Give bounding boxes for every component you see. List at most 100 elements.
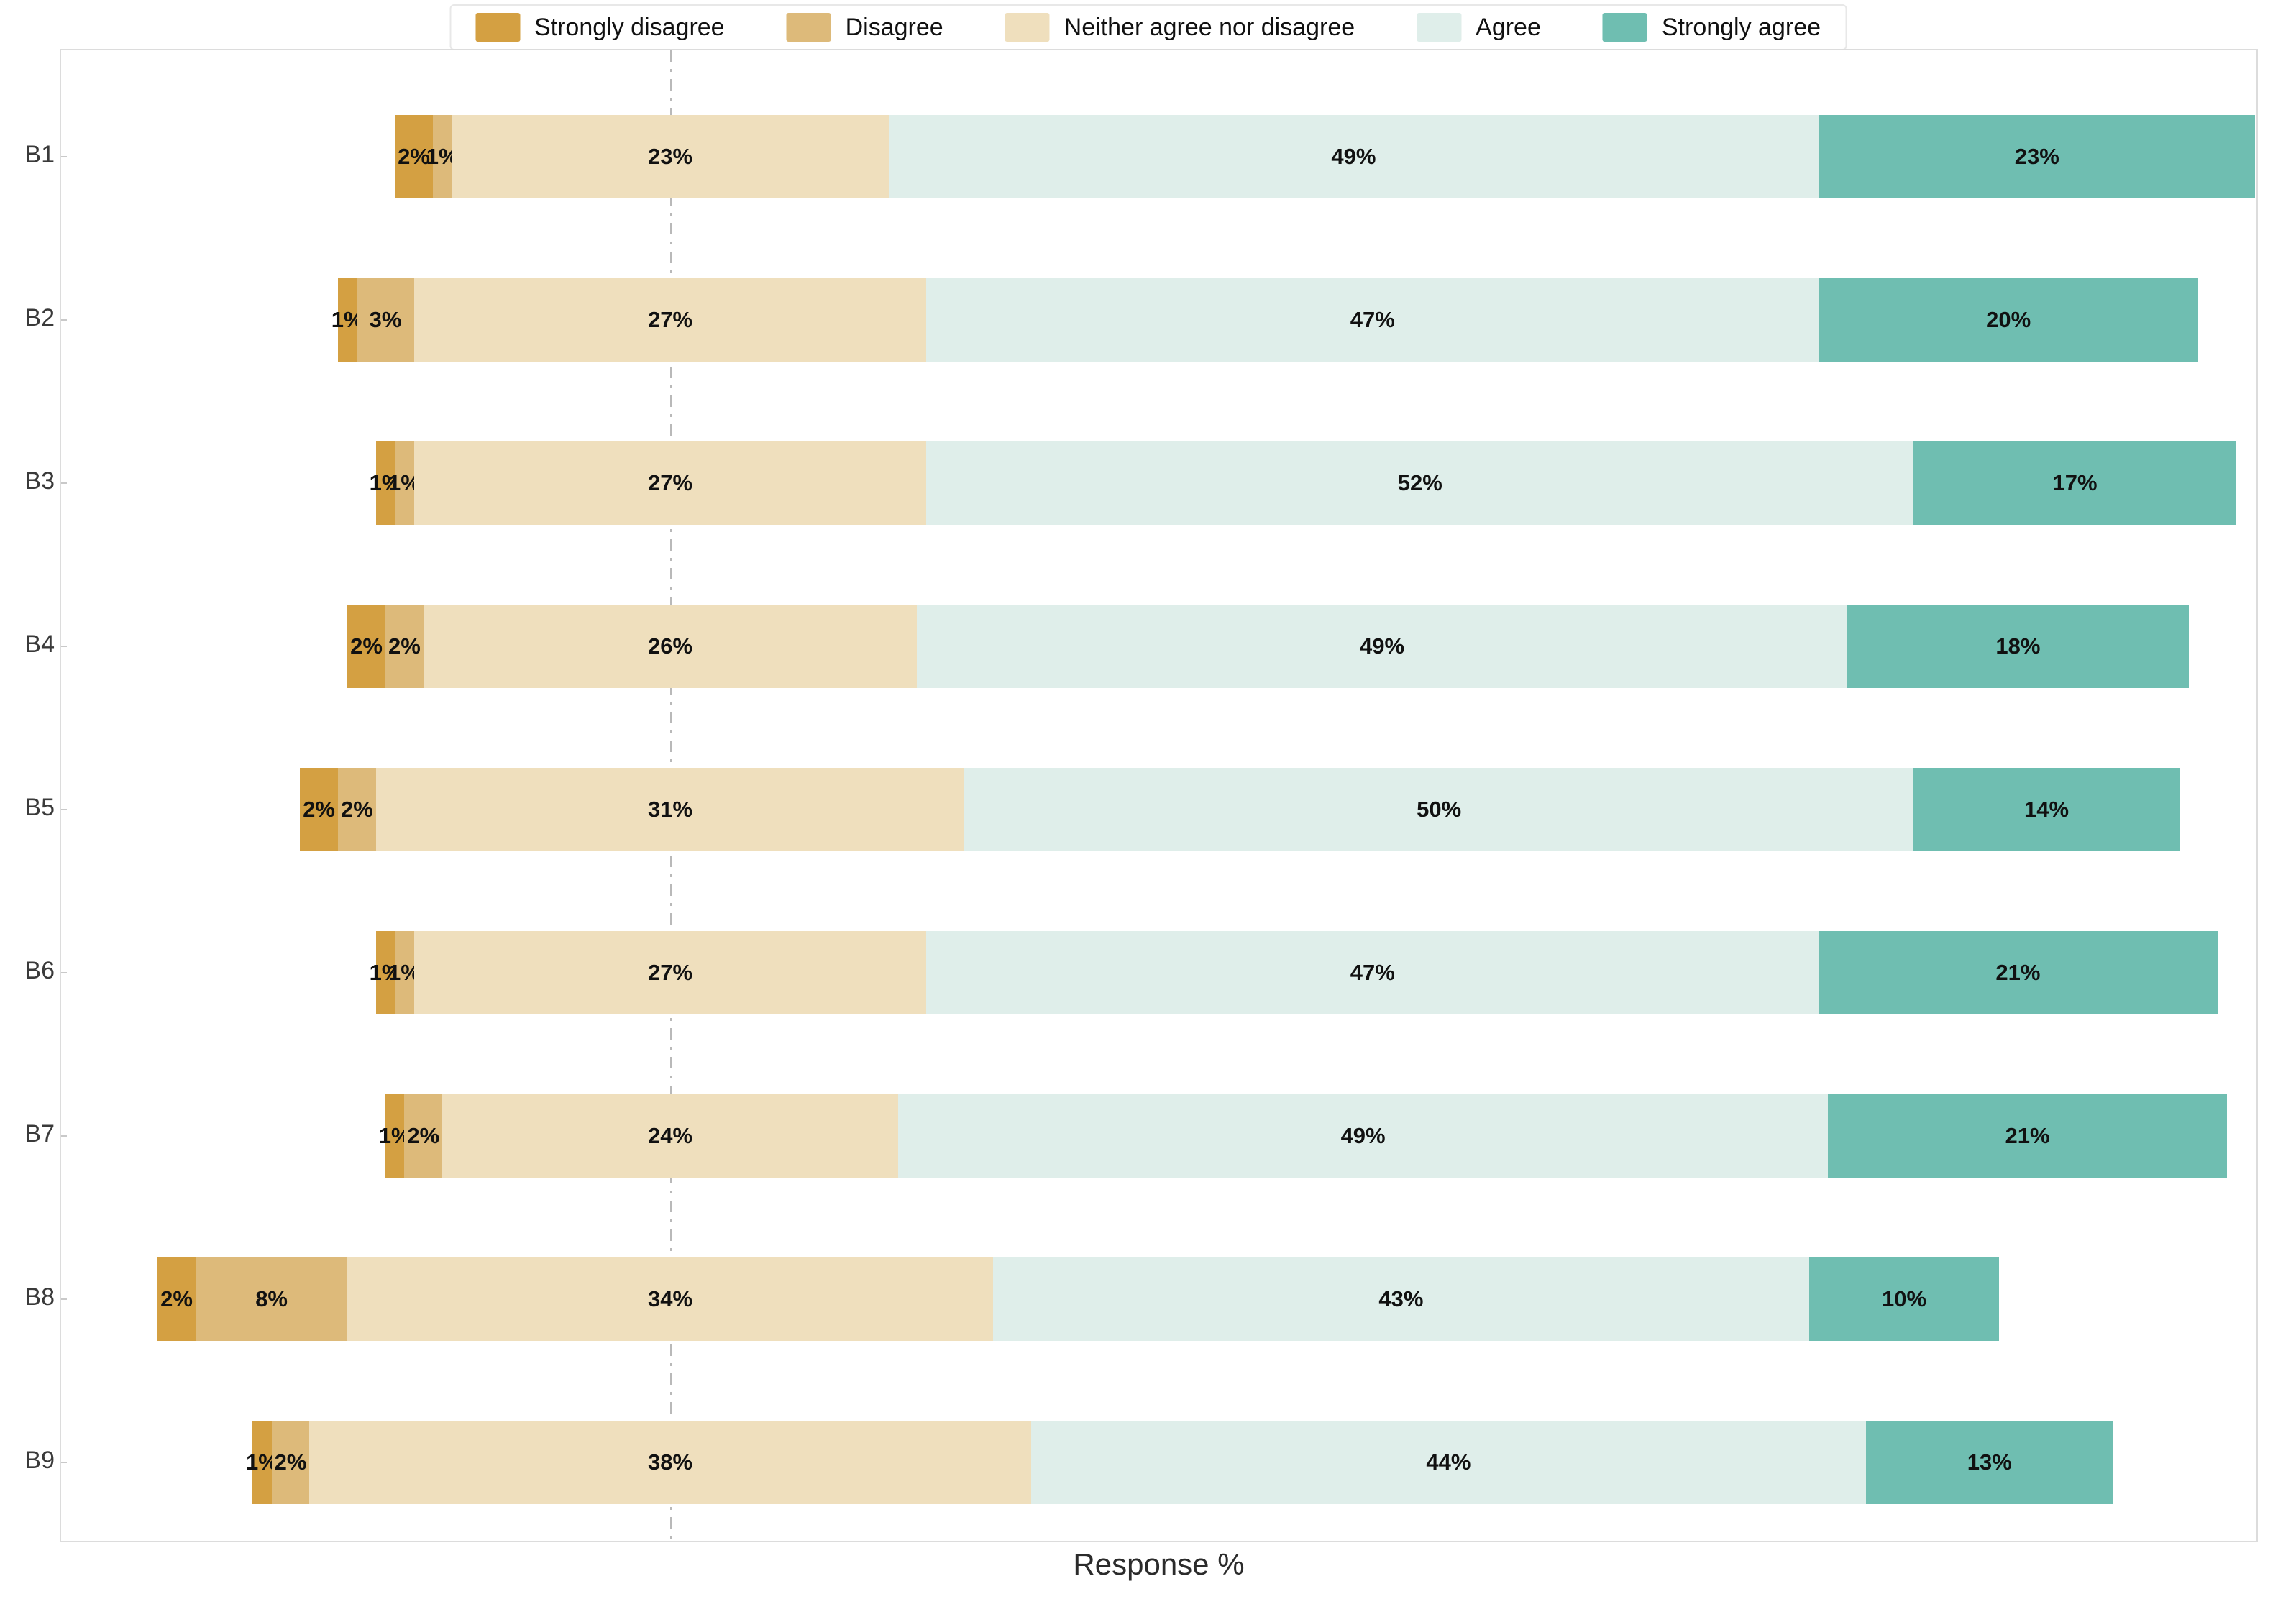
bar-value-label: 20% xyxy=(1986,307,2031,332)
bar-segment-B7-agree: 49% xyxy=(897,1094,1829,1178)
bar-value-label: 26% xyxy=(647,633,693,659)
x-axis-label: Response % xyxy=(1073,1547,1245,1581)
y-axis-tick xyxy=(61,972,67,973)
bar-value-label: 2% xyxy=(274,1449,307,1475)
bar-segment-B7-disagree: 2% xyxy=(404,1094,443,1178)
bar-segment-B6-disagree: 1% xyxy=(388,931,421,1014)
bar-segment-B8-strongly-agree: 10% xyxy=(1809,1257,1999,1341)
bar-value-label: 2% xyxy=(388,633,421,659)
bar-segment-B7-neither-agree-nor-disagree: 24% xyxy=(442,1094,898,1178)
bar-segment-B7-strongly-agree: 21% xyxy=(1828,1094,2227,1178)
bar-value-label: 27% xyxy=(647,470,693,495)
bar-segment-B8-neither-agree-nor-disagree: 34% xyxy=(347,1257,993,1341)
legend-label: Neither agree nor disagree xyxy=(1064,13,1355,41)
bar-segment-B9-strongly-disagree: 1% xyxy=(246,1421,278,1504)
bar-value-label: 31% xyxy=(647,797,693,822)
legend-item: Strongly agree xyxy=(1602,13,1821,42)
legend-label: Agree xyxy=(1476,13,1541,41)
legend-swatch-icon xyxy=(1005,13,1050,42)
bar-value-label: 23% xyxy=(2014,144,2059,169)
bar-segment-B2-strongly-disagree: 1% xyxy=(331,278,364,362)
bar-value-label: 49% xyxy=(1331,144,1376,169)
bar-value-label: 2% xyxy=(303,797,335,822)
y-axis-tick xyxy=(61,319,67,321)
bar-value-label: 2% xyxy=(407,1123,440,1148)
bar-value-label: 52% xyxy=(1397,470,1442,495)
bar-value-label: 2% xyxy=(398,144,430,169)
bar-value-label: 17% xyxy=(2052,470,2098,495)
legend-swatch-icon xyxy=(475,13,520,42)
bar-value-label: 21% xyxy=(1995,960,2041,985)
bar-segment-B5-strongly-agree: 14% xyxy=(1913,768,2180,851)
bar-segment-B1-disagree: 1% xyxy=(426,115,459,198)
bar-segment-B4-strongly-agree: 18% xyxy=(1847,605,2189,688)
bar-value-label: 13% xyxy=(1967,1449,2012,1475)
bar-value-label: 34% xyxy=(647,1286,693,1311)
bar-segment-B6-neither-agree-nor-disagree: 27% xyxy=(413,931,927,1014)
bar-segment-B5-strongly-disagree: 2% xyxy=(300,768,338,851)
bar-segment-B9-disagree: 2% xyxy=(271,1421,310,1504)
bar-segment-B8-agree: 43% xyxy=(992,1257,1809,1341)
y-axis-tick xyxy=(61,1462,67,1463)
bar-segment-B3-strongly-agree: 17% xyxy=(1913,441,2236,525)
bar-segment-B5-disagree: 2% xyxy=(338,768,376,851)
bar-value-label: 44% xyxy=(1426,1449,1471,1475)
bar-segment-B3-disagree: 1% xyxy=(388,441,421,525)
bar-segment-B4-agree: 49% xyxy=(917,605,1847,688)
y-axis-label: B1 xyxy=(24,141,55,168)
y-axis-tick xyxy=(61,646,67,647)
y-axis-label: B8 xyxy=(24,1283,55,1311)
y-axis-label: B3 xyxy=(24,467,55,495)
bar-segment-B8-strongly-disagree: 2% xyxy=(157,1257,196,1341)
bar-value-label: 50% xyxy=(1417,797,1462,822)
y-axis-label: B5 xyxy=(24,794,55,821)
bar-value-label: 2% xyxy=(350,633,383,659)
plot-area: 2% 1% 23% 49% 23% 1% 3% 27% 47% 20% 1% 1% 27% 52% 17% 2… xyxy=(60,49,2258,1542)
legend-label: Strongly agree xyxy=(1661,13,1821,41)
bar-segment-B9-strongly-agree: 13% xyxy=(1866,1421,2113,1504)
bar-value-label: 2% xyxy=(160,1286,193,1311)
y-axis-label: B4 xyxy=(24,631,55,658)
bar-segment-B1-neither-agree-nor-disagree: 23% xyxy=(452,115,889,198)
bar-segment-B6-agree: 47% xyxy=(926,931,1819,1014)
bar-value-label: 47% xyxy=(1350,307,1395,332)
legend-swatch-icon xyxy=(1417,13,1462,42)
y-axis-label: B6 xyxy=(24,957,55,984)
y-axis-label: B7 xyxy=(24,1120,55,1147)
bar-segment-B4-strongly-disagree: 2% xyxy=(347,605,385,688)
bar-value-label: 2% xyxy=(340,797,373,822)
y-axis-label: B2 xyxy=(24,304,55,331)
bar-value-label: 10% xyxy=(1881,1286,1927,1311)
bar-value-label: 23% xyxy=(647,144,693,169)
bar-segment-B2-disagree: 3% xyxy=(357,278,414,362)
bar-value-label: 38% xyxy=(647,1449,693,1475)
legend-item: Disagree xyxy=(786,13,943,42)
bar-segment-B9-agree: 44% xyxy=(1030,1421,1867,1504)
bar-value-label: 18% xyxy=(1995,633,2041,659)
legend: Strongly disagree Disagree Neither agree n… xyxy=(449,4,1847,50)
y-axis-tick xyxy=(61,482,67,484)
legend-item: Agree xyxy=(1417,13,1541,42)
bar-segment-B5-neither-agree-nor-disagree: 31% xyxy=(375,768,965,851)
bar-value-label: 14% xyxy=(2023,797,2069,822)
bar-segment-B5-agree: 50% xyxy=(964,768,1914,851)
bar-segment-B2-strongly-agree: 20% xyxy=(1819,278,2199,362)
bar-segment-B1-agree: 49% xyxy=(888,115,1819,198)
bar-segment-B6-strongly-agree: 21% xyxy=(1819,931,2218,1014)
legend-label: Disagree xyxy=(845,13,943,41)
bar-segment-B3-neither-agree-nor-disagree: 27% xyxy=(413,441,927,525)
bar-segment-B2-agree: 47% xyxy=(926,278,1819,362)
bar-segment-B2-neither-agree-nor-disagree: 27% xyxy=(413,278,927,362)
bar-value-label: 27% xyxy=(647,307,693,332)
bar-segment-B4-neither-agree-nor-disagree: 26% xyxy=(423,605,918,688)
bar-segment-B4-disagree: 2% xyxy=(385,605,424,688)
legend-item: Neither agree nor disagree xyxy=(1005,13,1355,42)
y-axis-label: B9 xyxy=(24,1447,55,1474)
bar-value-label: 43% xyxy=(1378,1286,1424,1311)
y-axis-tick xyxy=(61,1298,67,1300)
bar-segment-B1-strongly-agree: 23% xyxy=(1819,115,2256,198)
bar-value-label: 21% xyxy=(2005,1123,2050,1148)
bar-value-label: 49% xyxy=(1359,633,1405,659)
y-axis-tick xyxy=(61,1135,67,1137)
